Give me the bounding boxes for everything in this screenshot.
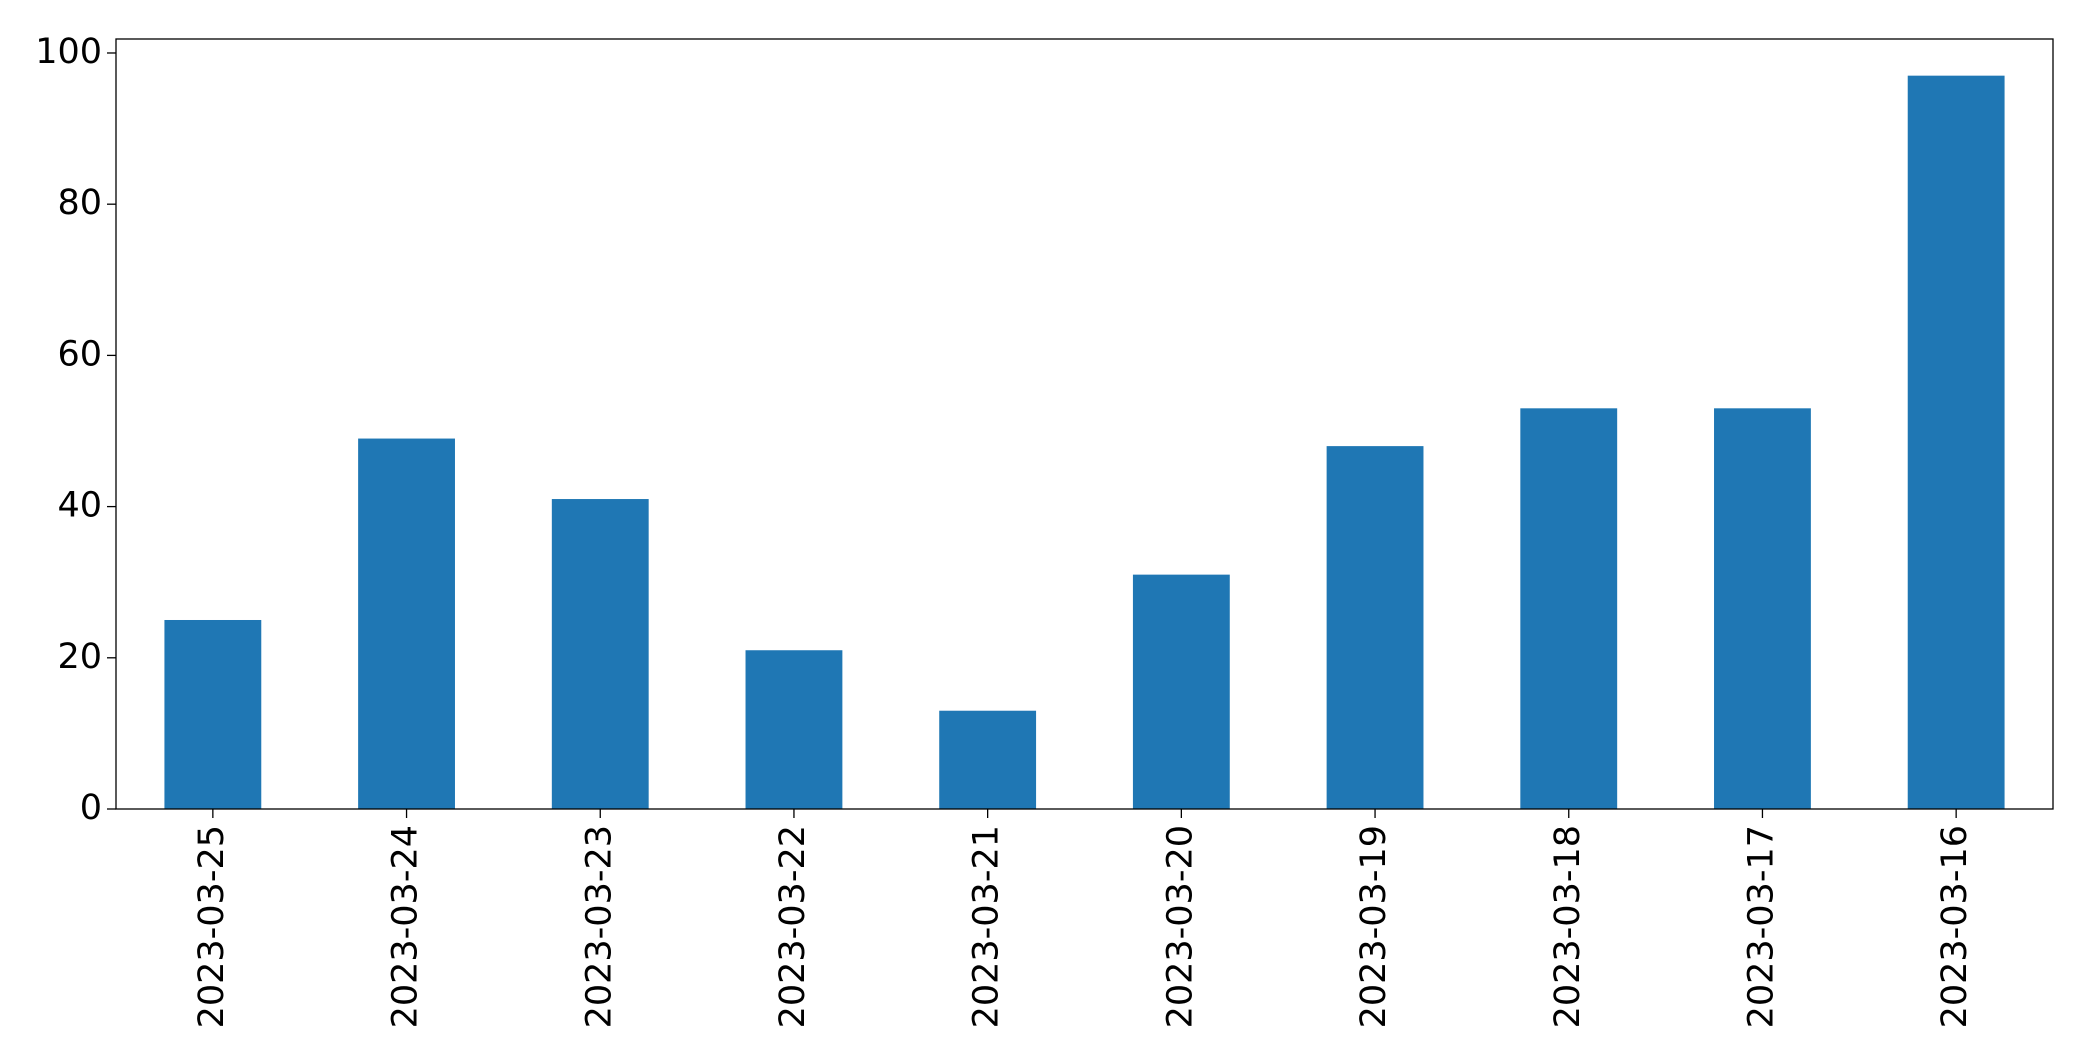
y-tick-label: 20 <box>57 637 102 677</box>
x-tick-label: 2023-03-16 <box>1935 825 1975 1028</box>
x-tick-label: 2023-03-17 <box>1741 825 1781 1028</box>
y-tick-label: 40 <box>57 486 102 526</box>
y-tick-label: 100 <box>35 32 102 72</box>
x-tick-label: 2023-03-23 <box>579 825 619 1028</box>
bar <box>1326 446 1424 809</box>
plot-frame <box>115 38 2054 810</box>
bar <box>164 619 262 809</box>
bar <box>551 499 649 809</box>
x-tick-label: 2023-03-21 <box>967 825 1007 1028</box>
bar <box>1714 408 1811 809</box>
bar <box>1132 574 1230 809</box>
bar <box>1520 408 1618 809</box>
y-tick-label: 0 <box>80 788 102 828</box>
x-tick-label: 2023-03-22 <box>773 825 813 1028</box>
x-tick-label: 2023-03-24 <box>386 825 426 1028</box>
bar <box>1907 75 2005 809</box>
x-tick-label: 2023-03-18 <box>1548 825 1588 1028</box>
x-tick-label: 2023-03-19 <box>1354 825 1394 1028</box>
y-tick-label: 80 <box>57 183 102 223</box>
bar <box>745 650 843 809</box>
y-tick-label: 60 <box>57 334 102 374</box>
bar <box>358 438 455 809</box>
bar <box>939 710 1037 809</box>
x-tick-label: 2023-03-20 <box>1160 825 1200 1028</box>
x-tick-label: 2023-03-25 <box>192 825 232 1028</box>
